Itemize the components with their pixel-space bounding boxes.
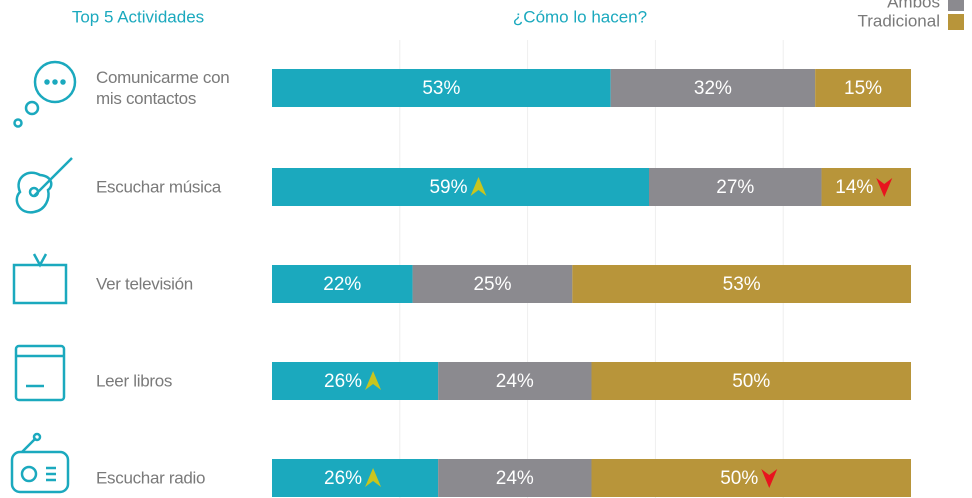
value-label: 26% xyxy=(324,468,362,489)
value-label: 32% xyxy=(694,78,732,99)
bar-segment xyxy=(438,459,592,497)
value-label: 50% xyxy=(732,371,770,392)
bar-segment xyxy=(591,362,911,400)
bar-segment xyxy=(272,168,650,206)
legend-label: Ambos xyxy=(887,0,940,11)
value-label: 24% xyxy=(496,468,534,489)
legend-label: Tradicional xyxy=(857,11,940,30)
category-label: Escuchar música xyxy=(96,177,221,197)
value-label: 59% xyxy=(429,177,467,198)
bar-segment xyxy=(272,362,439,400)
trend-arrow xyxy=(365,371,382,390)
guitar-icon xyxy=(15,157,73,214)
category-label: Leer libros xyxy=(96,371,173,391)
bar-segment xyxy=(438,362,592,400)
bar-segment xyxy=(272,265,413,303)
tv-icon xyxy=(12,253,68,305)
value-label: 50% xyxy=(720,468,758,489)
value-label: 24% xyxy=(496,371,534,392)
chat-icon xyxy=(13,60,77,128)
bar-segment xyxy=(272,459,439,497)
chart-subtitle: ¿Cómo lo hacen? xyxy=(513,7,647,26)
trend-arrow xyxy=(876,178,893,197)
value-label: 14% xyxy=(835,177,873,198)
value-label: 27% xyxy=(716,177,754,198)
bar-segment xyxy=(821,168,911,206)
chart-title: Top 5 Actividades xyxy=(72,7,204,26)
bar-segment xyxy=(591,459,911,497)
value-label: 15% xyxy=(844,78,882,99)
trend-arrow xyxy=(761,469,778,488)
icons xyxy=(10,60,77,494)
trend-arrow xyxy=(365,468,382,487)
value-label: 53% xyxy=(422,78,460,99)
trend-arrow xyxy=(470,177,487,196)
category-label: Ver televisión xyxy=(96,274,193,294)
value-label: 22% xyxy=(323,274,361,295)
value-label: 26% xyxy=(324,371,362,392)
category-label: Escuchar radio xyxy=(96,468,206,488)
radio-icon xyxy=(10,432,70,494)
bar-segment xyxy=(815,69,911,107)
value-label: 25% xyxy=(473,274,511,295)
legend-swatch xyxy=(948,14,964,30)
bar-segment xyxy=(572,265,911,303)
legend-swatch xyxy=(948,0,964,11)
bar-segment xyxy=(649,168,822,206)
bar-segment xyxy=(412,265,573,303)
bar-segment xyxy=(272,69,611,107)
bar-segment xyxy=(610,69,816,107)
category-label: Comunicarme con mis contactos xyxy=(96,68,230,108)
book-icon xyxy=(14,344,66,402)
value-label: 53% xyxy=(723,274,761,295)
